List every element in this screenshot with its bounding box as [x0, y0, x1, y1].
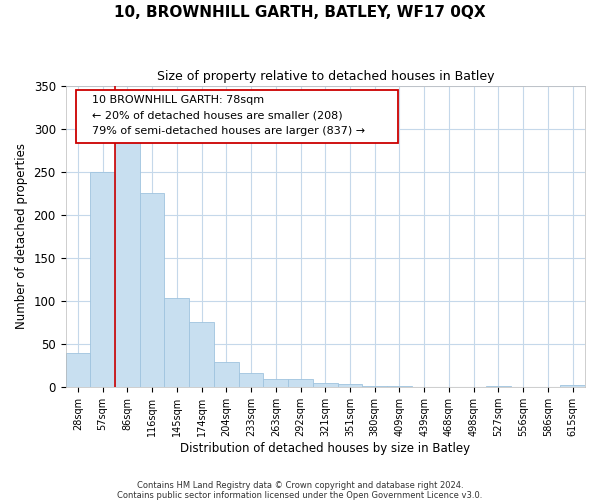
Text: 10, BROWNHILL GARTH, BATLEY, WF17 0QX: 10, BROWNHILL GARTH, BATLEY, WF17 0QX	[114, 5, 486, 20]
FancyBboxPatch shape	[76, 90, 398, 143]
Bar	[140, 194, 164, 387]
Bar	[313, 383, 338, 387]
Bar	[239, 372, 263, 387]
Bar	[288, 378, 313, 387]
Bar	[115, 134, 140, 387]
Bar	[214, 362, 239, 387]
Bar	[263, 378, 288, 387]
Text: ← 20% of detached houses are smaller (208): ← 20% of detached houses are smaller (20…	[92, 110, 342, 120]
Title: Size of property relative to detached houses in Batley: Size of property relative to detached ho…	[157, 70, 494, 83]
Text: Contains HM Land Registry data © Crown copyright and database right 2024.: Contains HM Land Registry data © Crown c…	[137, 480, 463, 490]
Bar	[387, 386, 412, 387]
Bar	[164, 298, 189, 387]
Bar	[362, 386, 387, 387]
Bar	[189, 322, 214, 387]
Bar	[560, 386, 585, 387]
Text: 79% of semi-detached houses are larger (837) →: 79% of semi-detached houses are larger (…	[92, 126, 365, 136]
Bar	[486, 386, 511, 387]
Y-axis label: Number of detached properties: Number of detached properties	[15, 144, 28, 330]
Text: Contains public sector information licensed under the Open Government Licence v3: Contains public sector information licen…	[118, 490, 482, 500]
Text: 10 BROWNHILL GARTH: 78sqm: 10 BROWNHILL GARTH: 78sqm	[92, 94, 263, 104]
Bar	[65, 352, 90, 387]
X-axis label: Distribution of detached houses by size in Batley: Distribution of detached houses by size …	[180, 442, 470, 455]
Bar	[338, 384, 362, 387]
Bar	[90, 172, 115, 387]
